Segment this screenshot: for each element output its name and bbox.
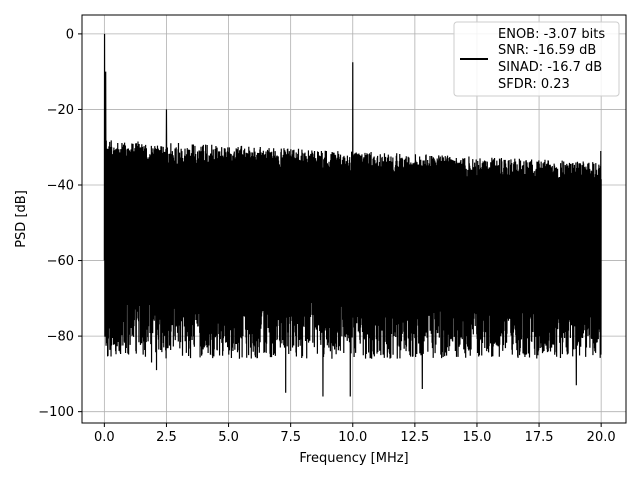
y-tick-label: −20 [47, 103, 74, 118]
x-tick-label: 20.0 [587, 430, 616, 445]
psd-series [103, 33, 602, 397]
x-tick-label: 12.5 [400, 430, 429, 445]
x-tick-label: 17.5 [525, 430, 554, 445]
y-tick-label: −40 [47, 179, 74, 194]
legend-sfdr: SFDR: 0.23 [498, 77, 570, 92]
y-tick-label: 0 [66, 27, 74, 42]
y-tick-label: −60 [47, 254, 74, 269]
x-tick-label: 10.0 [338, 430, 367, 445]
legend: ENOB: -3.07 bits SNR: -16.59 dB SINAD: -… [453, 21, 620, 97]
x-tick-label: 0.0 [94, 430, 115, 445]
y-axis-ticks: 0 −20 −40 −60 −80 −100 [38, 27, 82, 420]
legend-enob: ENOB: -3.07 bits [498, 27, 605, 42]
legend-sinad: SINAD: -16.7 dB [498, 60, 602, 75]
legend-snr: SNR: -16.59 dB [498, 43, 596, 58]
y-tick-label: −80 [47, 330, 74, 345]
y-axis-label: PSD [dB] [14, 190, 29, 248]
y-tick-label: −100 [38, 405, 74, 420]
psd-trace-line [103, 33, 602, 397]
legend-box [453, 21, 620, 97]
x-tick-label: 7.5 [280, 430, 301, 445]
x-tick-label: 5.0 [218, 430, 239, 445]
x-tick-label: 15.0 [462, 430, 491, 445]
x-tick-label: 2.5 [156, 430, 177, 445]
x-axis-label: Frequency [MHz] [299, 451, 408, 466]
plot-frame [81, 14, 627, 424]
x-axis-ticks: 0.0 2.5 5.0 7.5 10.0 12.5 15.0 17.5 20.0 [94, 423, 616, 445]
